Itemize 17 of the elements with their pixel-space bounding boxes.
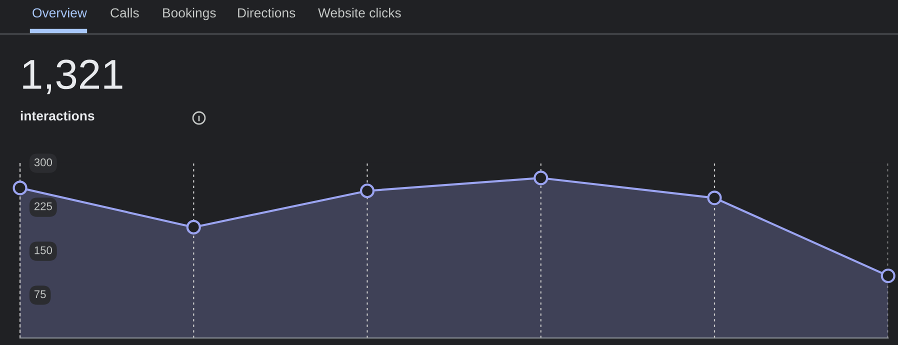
text: Bookings	[163, 8, 216, 20]
y-tick-label: 75	[34, 290, 46, 298]
chart-title: 1,321	[23, 60, 122, 94]
point	[534, 170, 548, 186]
text: Overview	[32, 8, 88, 18]
point	[186, 220, 201, 235]
text: Directions	[238, 8, 296, 18]
point	[12, 180, 28, 196]
point	[360, 184, 375, 198]
text: Website clicks	[318, 8, 401, 18]
point	[880, 268, 896, 284]
y-tick-label: 300	[34, 158, 52, 166]
chart-subtitle: interactions	[20, 110, 94, 121]
point	[707, 190, 722, 206]
text: Calls	[110, 8, 139, 18]
y-tick-label: 150	[34, 246, 52, 254]
y-tick-label: 225	[34, 202, 52, 210]
